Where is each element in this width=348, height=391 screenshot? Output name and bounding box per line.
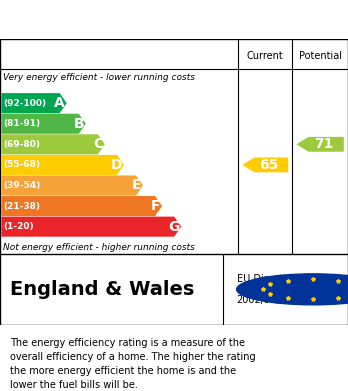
Polygon shape xyxy=(1,134,105,154)
Polygon shape xyxy=(1,93,67,113)
Text: (92-100): (92-100) xyxy=(3,99,47,108)
Text: D: D xyxy=(111,158,122,172)
Polygon shape xyxy=(1,196,162,216)
FancyBboxPatch shape xyxy=(0,254,348,325)
Polygon shape xyxy=(1,155,124,175)
Text: Energy Efficiency Rating: Energy Efficiency Rating xyxy=(14,11,261,29)
Polygon shape xyxy=(1,114,86,134)
Text: (39-54): (39-54) xyxy=(3,181,41,190)
Text: The energy efficiency rating is a measure of the
overall efficiency of a home. T: The energy efficiency rating is a measur… xyxy=(10,338,256,390)
Text: F: F xyxy=(151,199,160,213)
Text: B: B xyxy=(73,117,84,131)
Circle shape xyxy=(237,274,348,305)
Text: EU Directive: EU Directive xyxy=(237,274,297,284)
Text: Very energy efficient - lower running costs: Very energy efficient - lower running co… xyxy=(3,73,196,83)
Text: E: E xyxy=(132,178,141,192)
Text: Not energy efficient - higher running costs: Not energy efficient - higher running co… xyxy=(3,243,195,252)
Polygon shape xyxy=(1,176,143,196)
Text: (81-91): (81-91) xyxy=(3,119,41,128)
Text: C: C xyxy=(93,137,103,151)
Text: (21-38): (21-38) xyxy=(3,202,40,211)
Text: (55-68): (55-68) xyxy=(3,160,40,169)
Text: 2002/91/EC: 2002/91/EC xyxy=(237,295,293,305)
Polygon shape xyxy=(296,137,344,152)
Text: G: G xyxy=(168,220,180,234)
Text: England & Wales: England & Wales xyxy=(10,280,195,299)
Text: A: A xyxy=(54,96,65,110)
Text: (1-20): (1-20) xyxy=(3,222,34,231)
FancyBboxPatch shape xyxy=(0,39,348,254)
Text: Potential: Potential xyxy=(299,51,342,61)
Polygon shape xyxy=(243,158,288,172)
Text: 65: 65 xyxy=(259,158,278,172)
Text: Current: Current xyxy=(247,51,284,61)
Polygon shape xyxy=(1,217,181,237)
Text: (69-80): (69-80) xyxy=(3,140,40,149)
Text: 71: 71 xyxy=(314,137,333,151)
